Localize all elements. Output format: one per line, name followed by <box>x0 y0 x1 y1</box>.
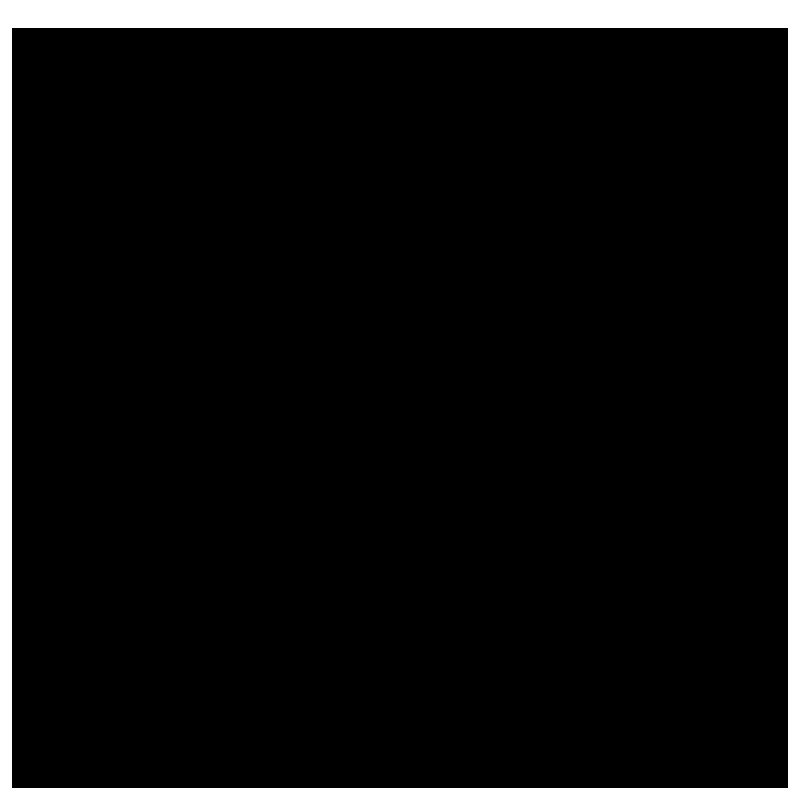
focus-marker <box>18 184 26 192</box>
plot-area <box>22 38 778 778</box>
heatmap-canvas <box>22 38 322 188</box>
chart-frame <box>12 28 788 788</box>
crosshair-horizontal <box>22 188 778 189</box>
chart-container <box>0 0 800 800</box>
crosshair-vertical <box>22 38 23 778</box>
